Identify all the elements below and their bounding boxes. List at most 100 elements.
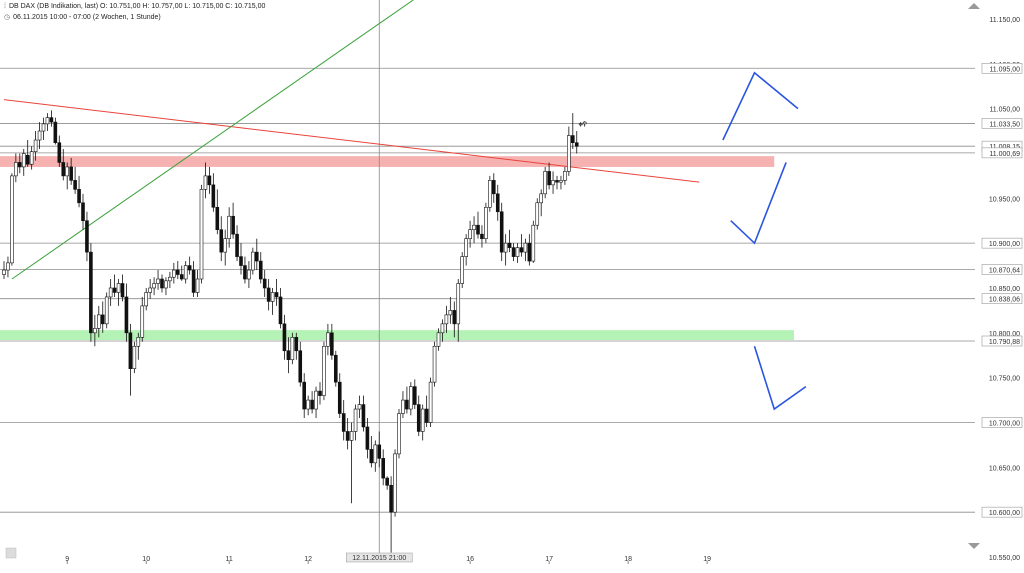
candle <box>539 193 544 204</box>
candle <box>428 381 433 423</box>
scroll-down-icon[interactable] <box>968 543 980 549</box>
candle <box>223 238 227 253</box>
y-tick-label: 10.850,00 <box>989 286 1020 293</box>
y-tick-label: 10.550,00 <box>989 555 1020 562</box>
candle <box>53 121 58 144</box>
candle <box>543 171 547 195</box>
candle <box>251 251 255 271</box>
candle <box>294 337 299 352</box>
candle <box>262 278 267 289</box>
candle <box>156 278 160 284</box>
candle <box>258 260 263 280</box>
candle <box>14 162 18 177</box>
level-label-box <box>981 506 1023 518</box>
candle <box>464 238 468 257</box>
candle <box>353 408 358 432</box>
candle <box>45 117 50 125</box>
candle <box>397 413 401 455</box>
candle <box>578 123 583 126</box>
x-tick-label: 10 <box>142 556 150 563</box>
candle <box>148 287 152 293</box>
candle <box>243 265 247 280</box>
candle <box>140 305 145 338</box>
candle <box>290 337 295 361</box>
candle <box>511 247 516 257</box>
candle <box>286 350 291 361</box>
candle <box>484 206 488 239</box>
candle <box>61 162 66 177</box>
instrument-header: ⁞ DB DAX (DB Indikation, last) O: 10.751,… <box>4 3 265 10</box>
candle <box>555 180 559 183</box>
candle <box>405 399 409 410</box>
support-zone <box>0 330 794 340</box>
candle <box>381 458 386 479</box>
candle <box>535 202 540 226</box>
level-label: 10.870,64 <box>989 267 1020 274</box>
candle <box>211 184 216 208</box>
candle <box>97 314 101 329</box>
projection-path[interactable] <box>730 162 787 245</box>
candle <box>231 215 235 235</box>
candle <box>409 386 413 410</box>
x-tick-label: 17 <box>545 556 553 563</box>
candle <box>476 224 480 235</box>
candle <box>73 180 77 190</box>
scroll-up-icon[interactable] <box>968 3 980 9</box>
level-label: 10.838,06 <box>989 297 1020 304</box>
candle <box>507 242 512 248</box>
candle <box>81 202 85 222</box>
candle <box>357 404 362 410</box>
candle <box>416 404 421 432</box>
candle <box>37 130 42 141</box>
trendline-down[interactable] <box>3 99 700 183</box>
candle <box>274 292 279 298</box>
zoom-icon[interactable] <box>5 547 17 559</box>
candle <box>582 121 587 125</box>
candle <box>547 171 551 186</box>
candle <box>559 180 563 183</box>
projection-path[interactable] <box>722 71 799 141</box>
candle <box>219 229 224 253</box>
candle <box>570 135 575 144</box>
crosshair-label: 12.11.2015 21:00 <box>352 555 406 562</box>
candle <box>2 269 6 275</box>
candle <box>278 296 283 325</box>
candle <box>318 390 322 396</box>
candle <box>393 453 397 513</box>
candle <box>6 262 10 271</box>
candle <box>389 484 393 513</box>
candle <box>85 220 89 253</box>
candle <box>179 274 184 280</box>
candle <box>136 337 141 347</box>
level-label: 11.000,69 <box>989 151 1020 158</box>
candle <box>239 256 243 266</box>
candle <box>495 193 500 213</box>
candle <box>567 135 571 172</box>
candle <box>527 242 532 262</box>
trendline-up[interactable] <box>11 0 450 280</box>
candle <box>57 142 62 163</box>
candle <box>199 189 204 280</box>
candle <box>104 296 109 325</box>
level-label-box <box>981 62 1023 74</box>
candle <box>29 151 34 165</box>
candle <box>468 229 472 239</box>
level-label-box <box>981 118 1023 129</box>
y-tick-label: 11.050,00 <box>989 107 1020 114</box>
candle <box>432 345 437 383</box>
x-tick-label: 16 <box>466 556 474 563</box>
level-label: 10.700,00 <box>989 420 1020 427</box>
candle <box>183 265 188 280</box>
y-tick-label: 10.650,00 <box>989 465 1020 472</box>
candle <box>574 142 579 147</box>
candle <box>21 153 26 168</box>
candle <box>385 477 389 486</box>
level-label: 10.790,88 <box>989 339 1020 346</box>
candle <box>203 175 208 190</box>
candle <box>215 206 220 230</box>
candle <box>551 180 555 186</box>
candle <box>499 211 504 253</box>
projection-path[interactable] <box>753 346 807 411</box>
